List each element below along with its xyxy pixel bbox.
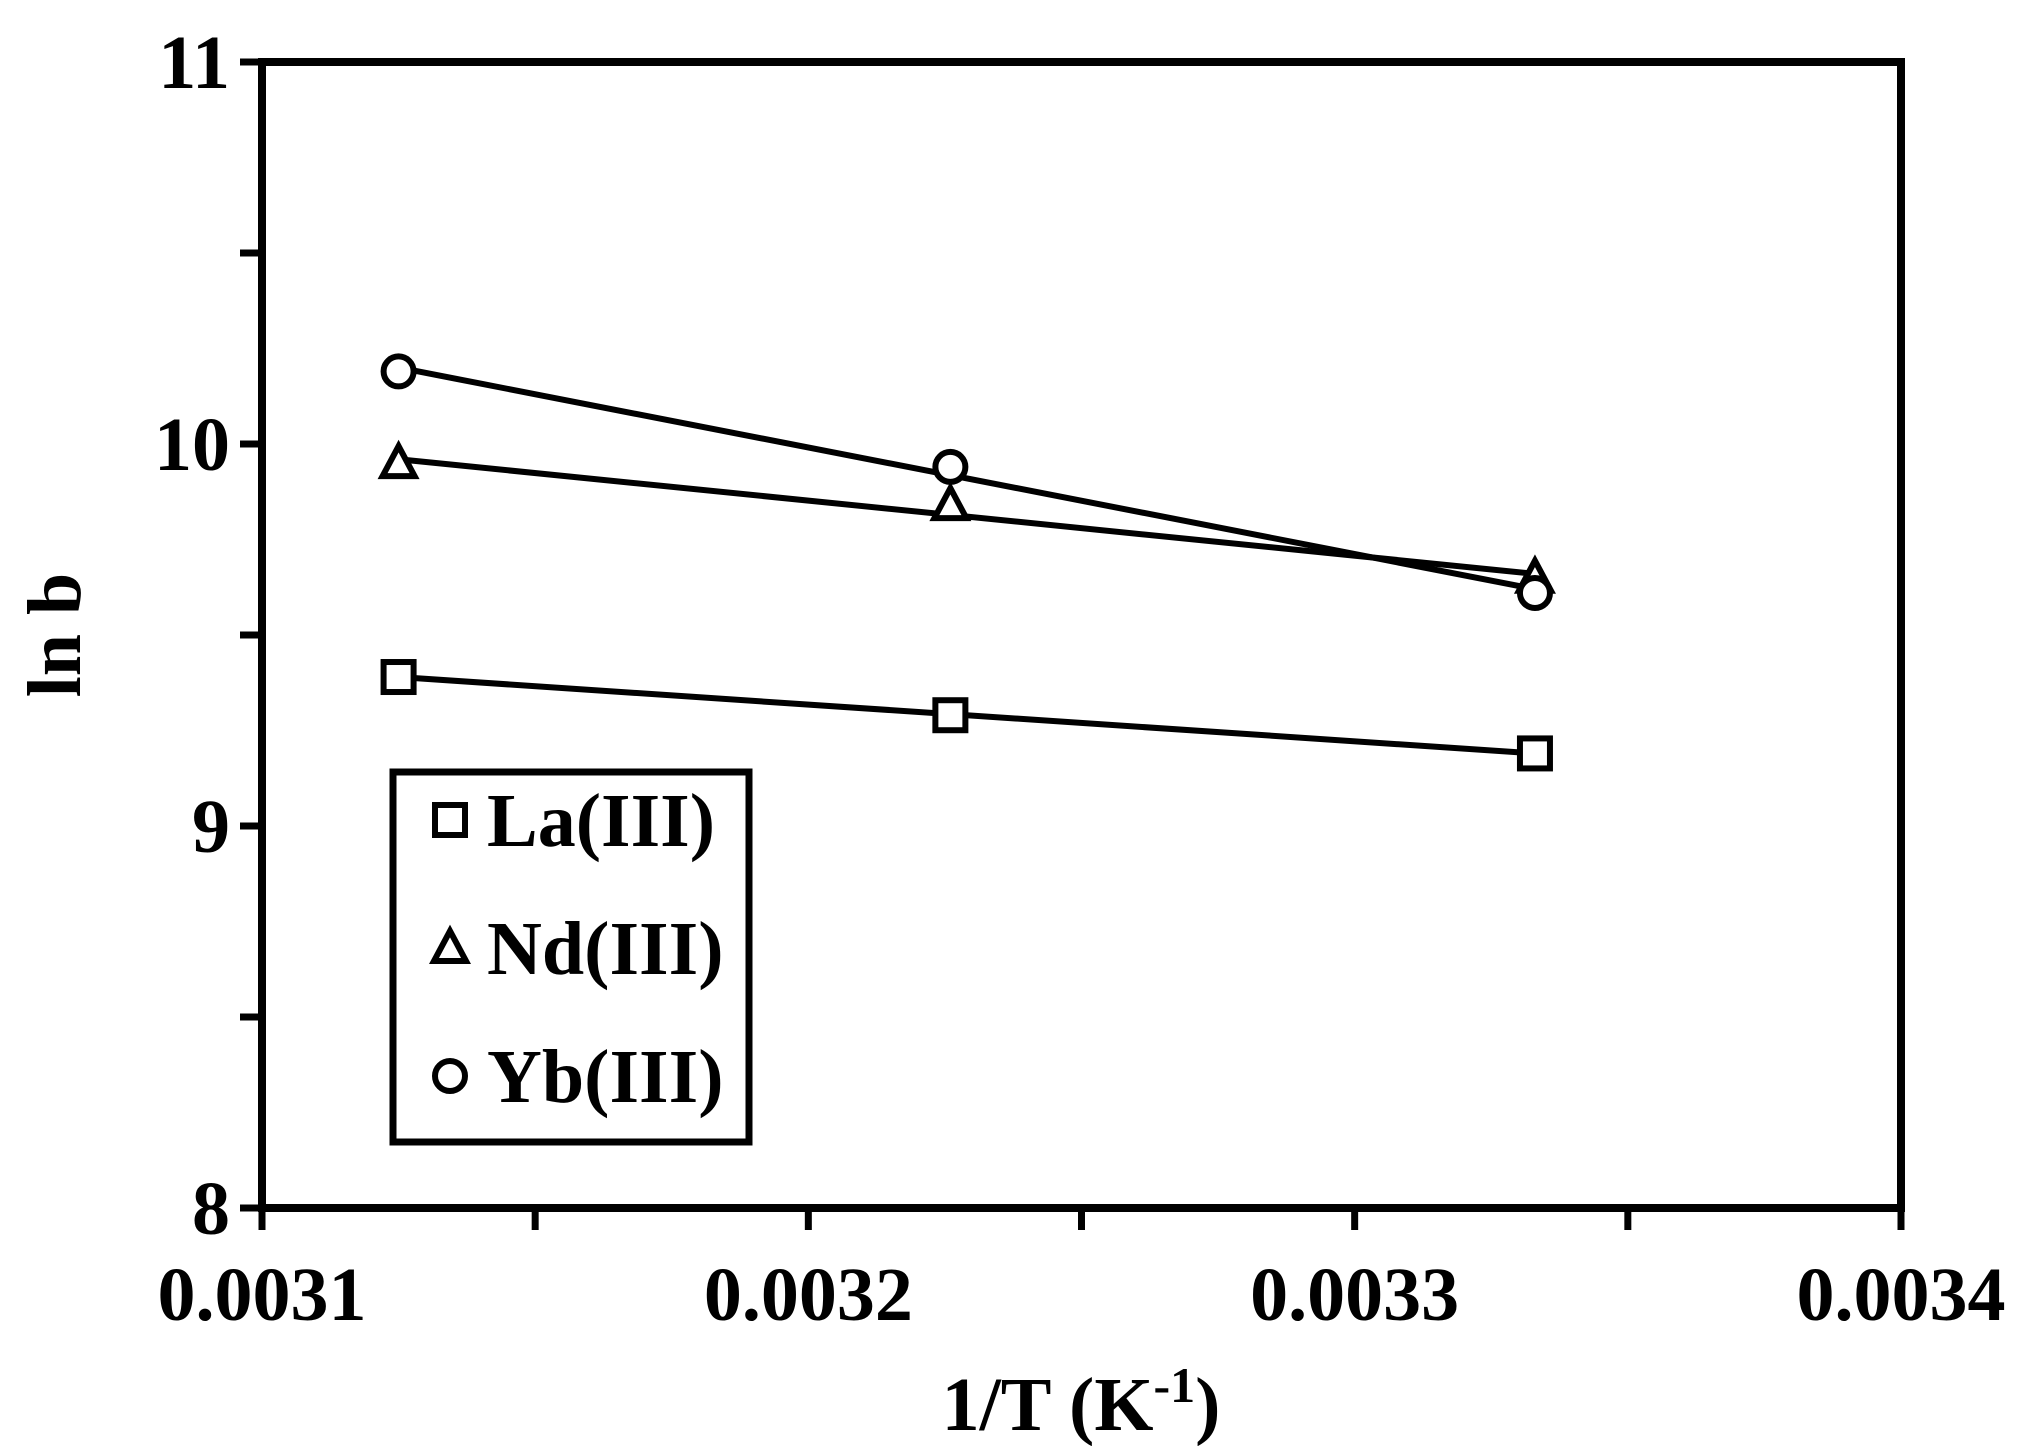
data-markers [377, 353, 1556, 772]
x-tick-label: 0.0031 [158, 1253, 367, 1337]
legend-label: Nd(III) [487, 907, 724, 991]
legend: La(III) Nd(III) Yb(III) [389, 768, 753, 1146]
x-axis-title: 1/T (K-1) [942, 1357, 1221, 1446]
legend-marker-triangle [429, 924, 471, 964]
fit-line-ybiii [398, 364, 1536, 593]
x-tick-label: 0.0032 [704, 1253, 913, 1337]
data-point-triangle [377, 439, 420, 480]
x-tick-label: 0.0034 [1797, 1253, 2006, 1337]
data-point-square [1516, 735, 1553, 772]
x-axis-title-superscript: -1 [1153, 1357, 1195, 1413]
legend-label: La(III) [487, 779, 715, 863]
legend-label: Yb(III) [487, 1035, 724, 1119]
y-axis-ticks: 8 9 10 11 [154, 21, 262, 1251]
fit-lines [398, 364, 1536, 757]
data-point-circle [1516, 574, 1553, 611]
data-point-square [380, 659, 417, 696]
y-tick-label: 8 [192, 1167, 230, 1251]
legend-marker-square [432, 802, 468, 838]
legend-marker-circle [432, 1058, 468, 1094]
y-tick-label: 9 [192, 785, 230, 869]
y-tick-label: 10 [154, 403, 230, 487]
data-point-triangle [929, 481, 972, 522]
x-axis-ticks: 0.0031 0.0032 0.0033 0.0034 [158, 1208, 2006, 1337]
x-axis-title-close: ) [1195, 1363, 1220, 1446]
x-tick-label: 0.0033 [1250, 1253, 1459, 1337]
data-point-square [932, 697, 969, 734]
y-axis-title: ln b [13, 573, 97, 698]
data-point-circle [932, 448, 969, 485]
data-point-circle [380, 353, 417, 390]
x-axis-title-main: 1/T (K [942, 1363, 1154, 1446]
y-tick-label: 11 [158, 21, 230, 105]
